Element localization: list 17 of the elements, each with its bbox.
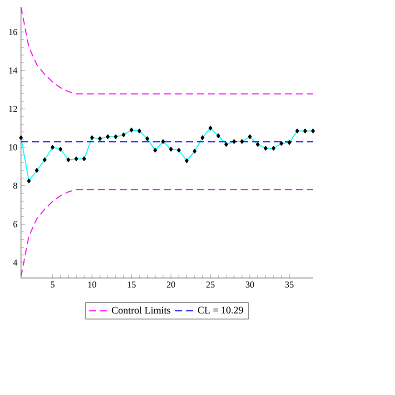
legend-label: Control Limits — [112, 306, 170, 314]
x-tick-label: 10 — [88, 282, 96, 288]
y-tick-label: 12 — [9, 106, 17, 112]
y-tick-label: 4 — [13, 260, 18, 266]
x-tick-label: 35 — [285, 282, 294, 288]
legend-label: CL = 10.29 — [198, 306, 244, 314]
y-tick-label: 14 — [9, 67, 18, 74]
y-tick-label: 8 — [13, 182, 18, 189]
x-tick-label: 20 — [166, 282, 176, 288]
y-tick-label: 10 — [9, 144, 18, 150]
x-tick-label: 5 — [50, 282, 54, 288]
x-tick-label: 25 — [206, 282, 215, 288]
x-tick-label: 30 — [246, 282, 254, 288]
x-tick-label: 15 — [128, 282, 136, 288]
line-series — [21, 6, 314, 94]
y-tick-label: 6 — [13, 221, 18, 228]
y-tick-label: 16 — [9, 28, 18, 36]
